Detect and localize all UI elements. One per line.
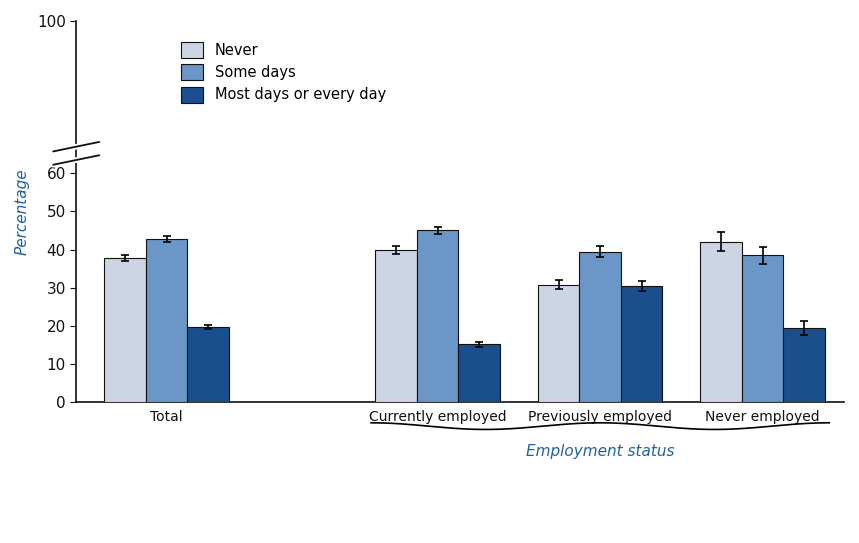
Bar [146,239,187,402]
Bar [538,285,579,402]
Bar [700,242,742,402]
Bar [459,344,500,402]
Legend: Never, Some days, Most days or every day: Never, Some days, Most days or every day [175,36,392,109]
Bar [742,255,783,402]
Bar [783,328,825,402]
Text: Employment status: Employment status [526,444,674,459]
Bar [579,252,621,402]
Bar [187,327,228,402]
Bar [375,250,417,402]
Y-axis label: Percentage: Percentage [15,168,30,255]
Bar [417,230,459,402]
Bar [104,258,146,402]
Bar [621,286,662,402]
